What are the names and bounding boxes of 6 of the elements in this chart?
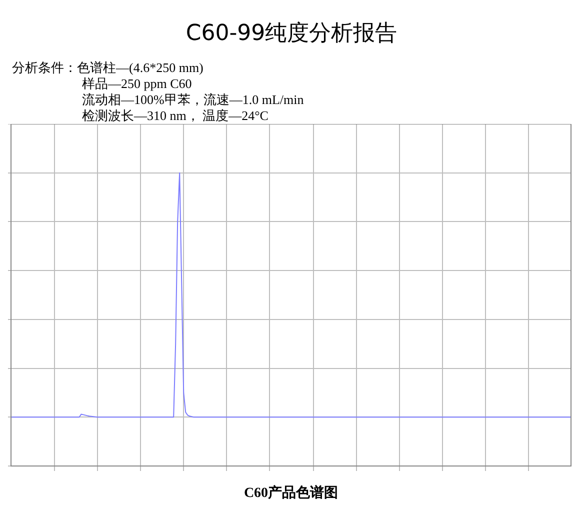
- text: 样品—250 ppm C60: [81, 76, 193, 92]
- text: 分析条件：色谱柱—(4.6*250 mm): [12, 60, 204, 76]
- x-axis-title: C60产品色谱图: [244, 484, 338, 502]
- chart-title: C60-99纯度分析报告: [184, 20, 398, 46]
- text: 流动相—100%甲苯，流速—1.0 mL/min: [81, 92, 305, 108]
- text: 检测波长—310 nm， 温度—24°C: [81, 108, 270, 124]
